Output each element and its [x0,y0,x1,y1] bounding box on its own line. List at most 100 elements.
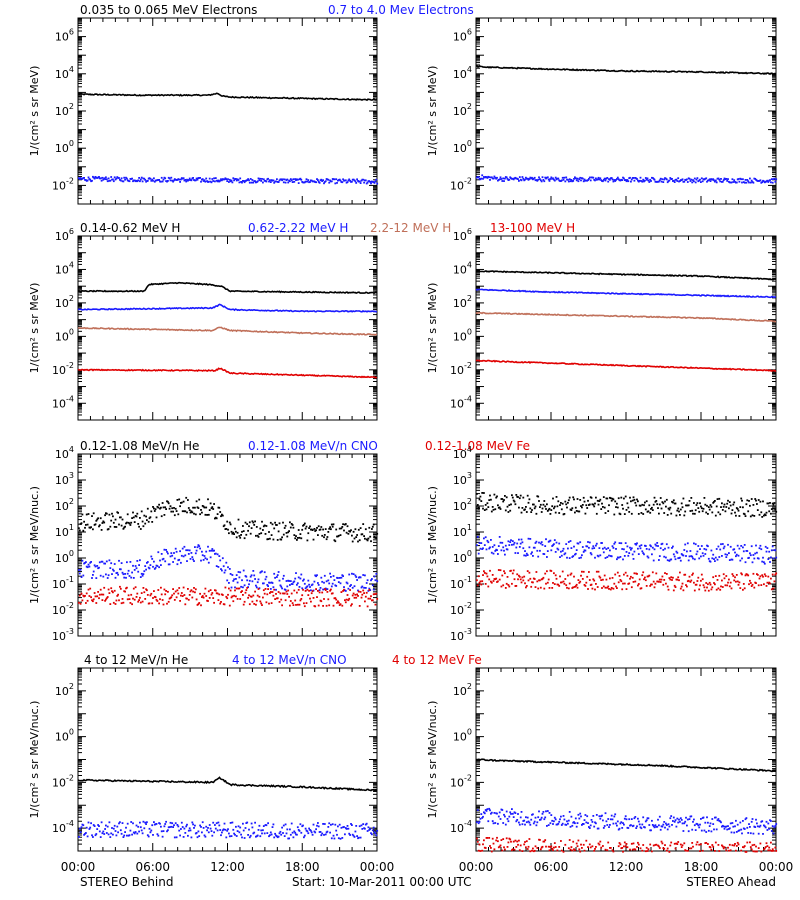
data-point [715,588,718,591]
data-point [143,827,146,830]
data-point [479,547,482,550]
data-point [230,835,233,837]
data-point [204,557,207,560]
data-point [357,528,360,531]
data-point [269,521,272,524]
data-point [528,178,531,180]
data-point [649,585,652,587]
data-point [351,603,353,606]
data-point [158,566,160,569]
data-point [592,545,595,548]
data-point [363,181,365,184]
y-axis-label: 1/(cm² s sr MeV) [426,66,439,157]
data-point [317,822,319,824]
data-point [371,525,374,528]
data-point [508,544,511,546]
data-point [242,822,244,825]
data-point [540,541,543,543]
data-point [177,559,180,562]
data-point [286,535,289,538]
data-point [615,585,617,588]
data-point [131,833,133,836]
data-point [237,571,240,573]
data-point [765,585,768,587]
data-point [656,503,659,506]
data-point [180,178,182,181]
data-point [204,513,207,516]
y-tick-label: 10-2 [52,361,74,377]
data-point [167,829,169,832]
data-point [263,592,266,595]
data-point [85,513,88,516]
series-0-12-1-08-mev-n-he [476,492,778,518]
data-point [194,546,196,548]
data-point [290,592,293,595]
data-point [349,585,351,587]
data-point [339,179,342,182]
data-point [96,518,99,521]
data-point [488,499,491,501]
data-point [217,821,220,824]
data-point [145,568,147,571]
data-point [164,593,167,596]
data-point [536,179,539,182]
data-point [708,581,711,584]
data-point [250,527,253,529]
data-point [535,512,538,515]
data-point [301,594,304,597]
data-point [481,817,484,819]
data-point [579,580,582,583]
data-point [316,527,318,529]
data-point [140,592,143,594]
data-point [171,507,174,510]
data-point [332,604,335,607]
y-tick-label: 100 [55,728,74,744]
data-point [256,581,259,584]
data-point [481,174,484,177]
data-point [251,600,254,603]
data-point [541,176,544,179]
data-point [483,544,486,546]
data-point [480,177,483,180]
data-point [143,591,146,594]
data-point [757,557,760,560]
data-point [715,548,718,550]
data-point [131,603,133,606]
data-point [673,555,676,558]
data-point [734,511,736,514]
data-point [676,509,679,512]
data-point [269,181,272,183]
data-point [693,502,695,504]
data-point [724,584,727,587]
data-point [681,506,684,509]
data-point [338,823,341,826]
data-point [763,561,765,564]
data-point [346,181,349,183]
data-point [171,594,174,597]
data-point [768,550,771,553]
data-point [773,502,776,504]
data-point [109,525,112,528]
data-point [539,178,541,180]
data-point [164,823,167,825]
data-point [652,580,655,583]
data-point [642,178,645,181]
data-point [729,545,732,548]
data-point [607,180,610,183]
data-point [167,590,169,593]
data-point [544,572,547,575]
data-point [522,547,525,550]
data-point [283,178,286,181]
data-point [233,578,235,581]
data-point [614,573,617,576]
data-point [624,542,627,544]
data-point [684,510,687,513]
data-point [582,180,585,183]
data-point [754,498,757,500]
data-point [293,589,296,592]
data-point [728,507,730,510]
data-point [253,831,256,834]
data-point [501,574,504,577]
data-point [171,554,174,557]
data-point [334,540,337,543]
